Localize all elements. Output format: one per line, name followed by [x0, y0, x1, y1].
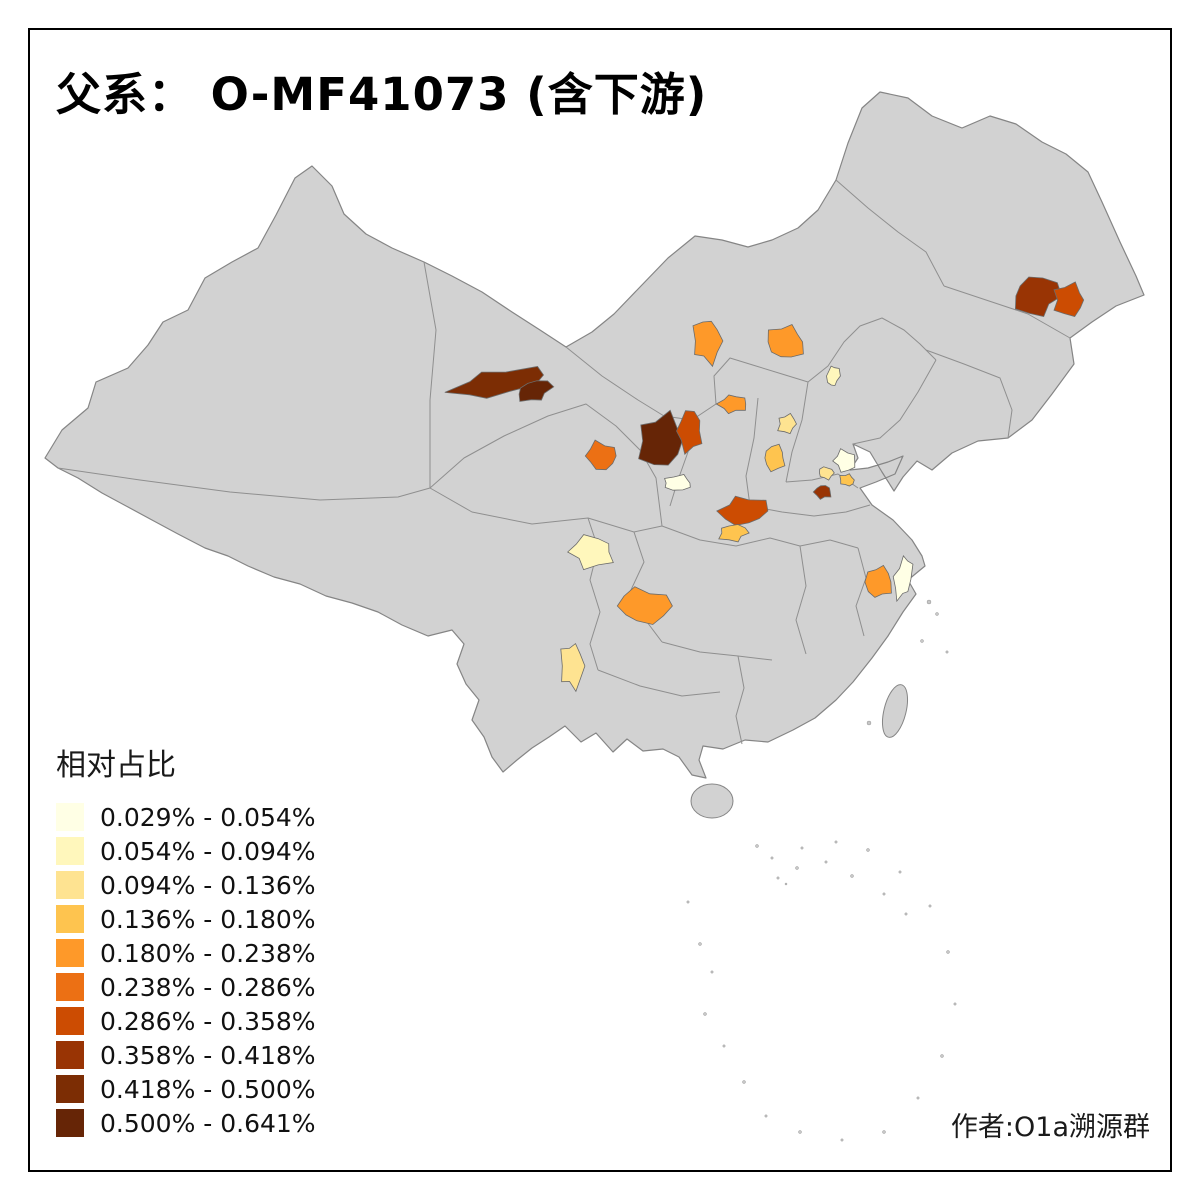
legend-swatch [56, 905, 84, 933]
taiwan-island [881, 684, 909, 738]
region-highlight [812, 485, 832, 500]
region-highlight [715, 394, 747, 415]
region-highlight [864, 564, 892, 598]
region-highlight [826, 365, 841, 387]
legend-swatch [56, 837, 84, 865]
region-highlight [518, 380, 555, 402]
legend-row: 0.358% - 0.418% [56, 1038, 316, 1072]
legend-label: 0.094% - 0.136% [100, 870, 316, 900]
legend-label: 0.286% - 0.358% [100, 1006, 316, 1036]
region-highlight [638, 409, 683, 466]
region-highlight [839, 473, 855, 487]
region-highlight [892, 555, 914, 603]
legend-row: 0.029% - 0.054% [56, 800, 316, 834]
legend-swatch [56, 871, 84, 899]
region-highlight [676, 410, 703, 455]
legend-swatch [56, 1007, 84, 1035]
region-highlight [692, 320, 724, 368]
region-highlight [444, 366, 545, 399]
islands [690, 684, 909, 819]
legend-title: 相对占比 [56, 748, 176, 783]
legend-label: 0.136% - 0.180% [100, 904, 316, 934]
region-highlight [718, 524, 750, 543]
region-highlight [664, 474, 691, 491]
highlight-regions [444, 276, 1085, 693]
region-highlight [777, 412, 797, 435]
small-islands [686, 599, 957, 1142]
legend: 相对占比 0.029% - 0.054% 0.054% - 0.094% 0.094… [56, 740, 316, 1140]
legend-swatch [56, 1075, 84, 1103]
region-highlight [616, 586, 673, 625]
hainan-island [690, 783, 734, 819]
region-highlight [716, 495, 769, 526]
legend-row: 0.136% - 0.180% [56, 902, 316, 936]
legend-swatch [56, 1041, 84, 1069]
page-title: 父系： O-MF41073 (含下游) [56, 68, 708, 121]
legend-row: 0.500% - 0.641% [56, 1106, 316, 1140]
legend-swatch [56, 973, 84, 1001]
region-highlight [584, 439, 617, 471]
legend-row: 0.054% - 0.094% [56, 834, 316, 868]
legend-label: 0.358% - 0.418% [100, 1040, 316, 1070]
legend-label: 0.180% - 0.238% [100, 938, 316, 968]
attribution: 作者:O1a溯源群 [950, 1112, 1150, 1143]
legend-label: 0.238% - 0.286% [100, 972, 316, 1002]
region-highlight [1053, 281, 1085, 317]
legend-row: 0.238% - 0.286% [56, 970, 316, 1004]
legend-items: 0.029% - 0.054% 0.054% - 0.094% 0.094% - 0… [56, 800, 316, 1140]
legend-swatch [56, 939, 84, 967]
region-highlight [819, 466, 835, 481]
legend-label: 0.500% - 0.641% [100, 1108, 316, 1138]
legend-label: 0.054% - 0.094% [100, 836, 316, 866]
region-highlight [832, 448, 856, 473]
legend-label: 0.029% - 0.054% [100, 802, 316, 832]
region-highlight [567, 534, 614, 571]
legend-row: 0.418% - 0.500% [56, 1072, 316, 1106]
legend-row: 0.180% - 0.238% [56, 936, 316, 970]
region-highlight [560, 642, 586, 693]
region-highlight [767, 323, 804, 358]
legend-label: 0.418% - 0.500% [100, 1074, 316, 1104]
legend-swatch [56, 803, 84, 831]
region-highlight [764, 443, 786, 473]
legend-swatch [56, 1109, 84, 1137]
legend-row: 0.094% - 0.136% [56, 868, 316, 902]
legend-row: 0.286% - 0.358% [56, 1004, 316, 1038]
china-mainland [44, 91, 1145, 779]
region-highlight [1014, 276, 1063, 317]
